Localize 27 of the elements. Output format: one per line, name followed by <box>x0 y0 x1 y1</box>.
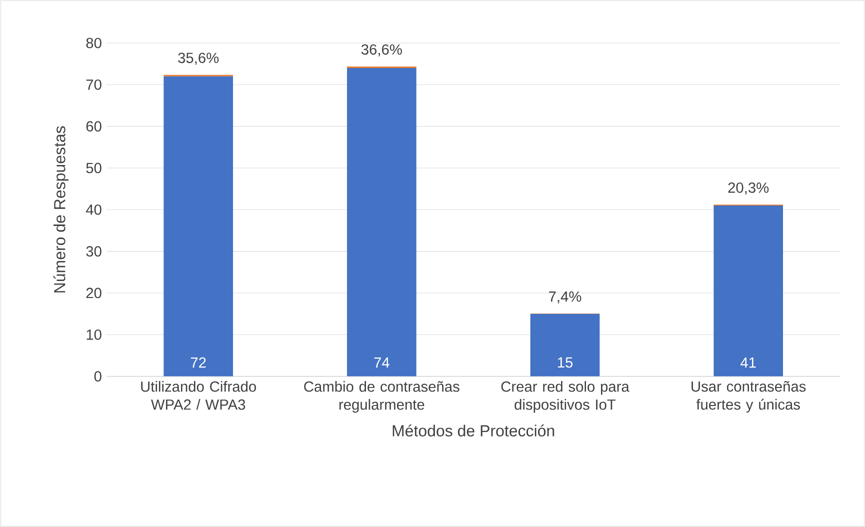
bar <box>530 314 600 376</box>
x-axis-title: Métodos de Protección <box>392 424 554 436</box>
y-tick-label: 80 <box>86 38 102 48</box>
bar <box>714 205 783 376</box>
y-tick-label: 20 <box>86 288 102 298</box>
data-label: 15 <box>558 357 573 368</box>
y-tick-label: 10 <box>86 329 102 340</box>
y-axis-title: Número de Respuestas <box>53 126 68 292</box>
bar <box>347 68 416 376</box>
data-label: 7,4% <box>549 291 582 304</box>
x-tick-label: Cambio de contraseñas regularmente <box>304 381 460 413</box>
x-tick-label: Utilizando Cifrado WPA2 / WPA3 <box>141 381 256 410</box>
x-tick-label: Usar contraseñas fuertes y únicas <box>692 381 806 413</box>
data-label: 20,3% <box>728 182 769 195</box>
y-tick-label: 50 <box>86 162 102 174</box>
bar <box>164 76 233 376</box>
data-label: 74 <box>374 358 390 368</box>
data-label: 72 <box>190 357 206 368</box>
y-tick-label: 30 <box>86 246 102 257</box>
y-tick-label: 0 <box>94 371 102 382</box>
y-tick-label: 40 <box>86 204 102 215</box>
y-tick-label: 60 <box>86 121 102 132</box>
x-tick-label: Crear red solo para dispositivos IoT <box>501 381 630 413</box>
data-label: 41 <box>740 358 756 368</box>
y-tick-label: 70 <box>86 79 102 90</box>
data-label: 36,6% <box>361 44 402 56</box>
data-label: 35,6% <box>178 52 219 65</box>
